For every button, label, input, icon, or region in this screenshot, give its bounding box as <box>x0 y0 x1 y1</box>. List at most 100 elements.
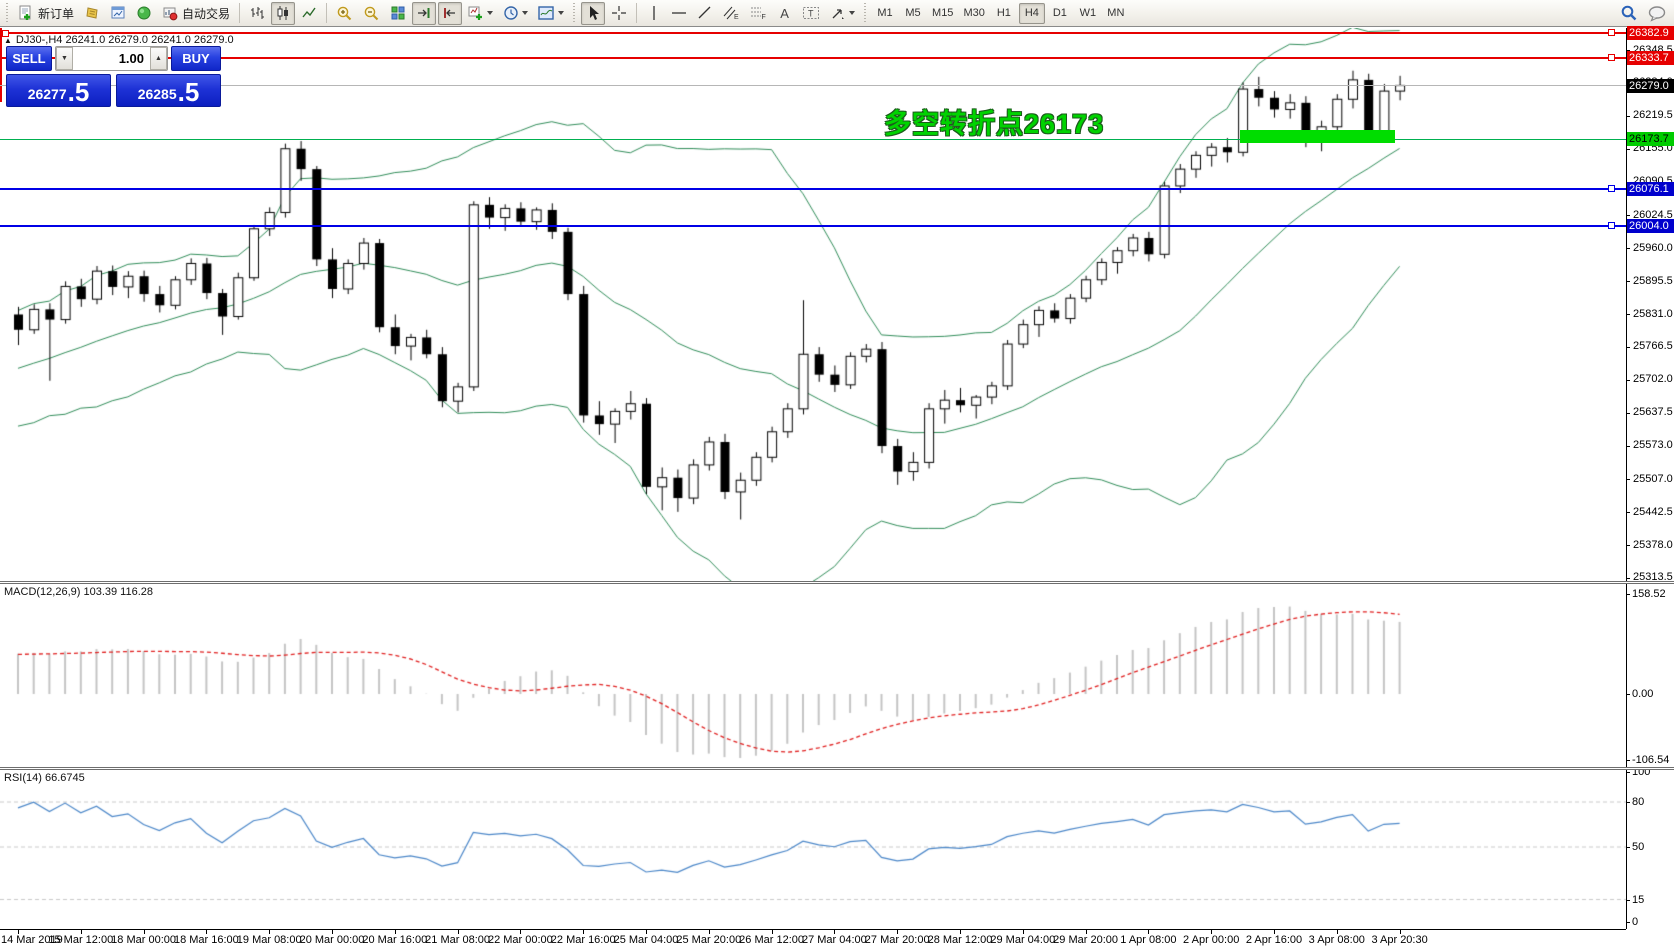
level-line-handle[interactable] <box>1608 28 1615 36</box>
time-tick-label: 2 Apr 16:00 <box>1245 934 1303 946</box>
red-object-handle[interactable] <box>2 30 9 37</box>
timeframe-d1-button[interactable]: D1 <box>1052 7 1067 19</box>
indicator-axis-label: 15 <box>1632 893 1645 906</box>
text-label-button[interactable]: T <box>798 2 824 25</box>
price-tick <box>1626 248 1630 250</box>
indicator-axis-label: -106.54 <box>1632 754 1670 766</box>
volume-increase-button[interactable]: ▲ <box>150 47 167 70</box>
horizontal-level-line[interactable] <box>0 138 1626 140</box>
search-button[interactable] <box>1616 2 1642 25</box>
buy-button[interactable]: BUY <box>171 46 221 71</box>
level-line-handle[interactable] <box>1608 53 1615 61</box>
equidistant-channel-button[interactable]: E <box>719 2 744 25</box>
chart-shift-button[interactable] <box>438 1 463 25</box>
new-order-icon <box>18 5 34 21</box>
vertical-line-button[interactable] <box>642 2 665 25</box>
price-tick <box>1626 379 1630 381</box>
time-tick-label: 20 Mar 00:00 <box>299 934 365 946</box>
time-tick <box>771 930 773 934</box>
timeframe-h1-button[interactable]: H1 <box>996 7 1011 19</box>
price-axis-line[interactable] <box>1626 28 1627 929</box>
timeframe-m1-button[interactable]: M1 <box>877 7 893 19</box>
time-tick <box>897 930 899 934</box>
chart-shift-icon <box>442 5 458 21</box>
zoom-in-button[interactable] <box>332 2 357 25</box>
text-button[interactable]: A <box>773 2 796 25</box>
main-price-chart[interactable] <box>0 28 1626 581</box>
toolbar-grip[interactable] <box>4 3 11 23</box>
timeframe-mn-button[interactable]: MN <box>1107 7 1125 19</box>
volume-value[interactable]: 1.00 <box>118 51 144 66</box>
tile-windows-button[interactable] <box>386 2 410 25</box>
price-tick-label: 26219.5 <box>1633 109 1673 122</box>
price-tick <box>1626 479 1630 481</box>
rsi-panel-separator[interactable] <box>0 767 1674 770</box>
arrows-button[interactable] <box>826 2 859 25</box>
bar-chart-button[interactable] <box>245 2 269 25</box>
horizontal-level-line[interactable] <box>0 56 1626 59</box>
zoom-in-icon <box>336 5 353 22</box>
toolbar-separator <box>326 3 328 23</box>
svg-text:F: F <box>762 14 766 21</box>
macd-indicator-chart[interactable] <box>0 584 1626 767</box>
time-tick-label: 29 Mar 20:00 <box>1053 934 1119 946</box>
sell-price-display[interactable]: 26277.5 <box>6 74 111 107</box>
periods-button[interactable] <box>499 2 532 25</box>
profiles-button[interactable] <box>106 2 130 25</box>
macd-label: MACD(12,26,9) 103.39 116.28 <box>4 586 153 598</box>
timeframe-h4-button[interactable]: H4 <box>1018 2 1045 24</box>
level-line-handle[interactable] <box>1608 221 1615 229</box>
timeframe-m30-button[interactable]: M30 <box>963 7 985 19</box>
green-highlight-rectangle[interactable] <box>1240 130 1395 143</box>
cursor-button[interactable] <box>581 1 606 25</box>
periods-caret-icon <box>522 11 529 15</box>
buy-price-display[interactable]: 26285.5 <box>116 74 221 107</box>
rsi-indicator-chart[interactable] <box>0 770 1626 929</box>
fibonacci-button[interactable]: F <box>746 2 771 25</box>
macd-panel-separator[interactable] <box>0 581 1674 584</box>
auto-scroll-button[interactable] <box>412 1 437 25</box>
time-tick-label: 3 Apr 08:00 <box>1308 934 1365 946</box>
indicator-axis-tick <box>1626 594 1630 595</box>
horizontal-level-line[interactable] <box>0 85 1626 86</box>
metaeditor-button[interactable] <box>80 2 104 25</box>
news-button[interactable] <box>132 2 156 25</box>
timeframe-w1-button[interactable]: W1 <box>1079 7 1097 19</box>
timeframe-m5-button[interactable]: M5 <box>905 7 921 19</box>
pivot-annotation-text[interactable]: 多空转折点26173 <box>884 109 1105 139</box>
chat-button[interactable] <box>1644 2 1671 25</box>
time-tick <box>960 930 961 934</box>
text-icon: A <box>780 5 789 21</box>
time-tick-label: 19 Mar 08:00 <box>236 934 302 946</box>
line-chart-button[interactable] <box>297 2 321 25</box>
horizontal-line-button[interactable] <box>667 2 691 25</box>
crosshair-button[interactable] <box>607 2 631 25</box>
time-tick-label: 2 Apr 00:00 <box>1183 934 1240 946</box>
timeframe-m15-button[interactable]: M15 <box>932 7 954 19</box>
time-tick <box>1148 930 1150 934</box>
time-tick-label: 26 Mar 12:00 <box>739 934 805 946</box>
new-order-button[interactable]: 新订单 <box>14 2 78 25</box>
sell-button[interactable]: SELL <box>6 46 52 71</box>
indicator-axis-label: 50 <box>1632 841 1645 853</box>
time-tick <box>206 930 208 934</box>
time-tick-label: 22 Mar 16:00 <box>550 934 616 946</box>
horizontal-level-line[interactable] <box>0 224 1626 227</box>
crosshair-icon <box>611 5 627 21</box>
horizontal-level-line[interactable] <box>0 31 1626 34</box>
trendline-button[interactable] <box>693 2 717 25</box>
candlestick-chart-button[interactable] <box>271 1 296 25</box>
toolbar-grip[interactable] <box>571 3 579 23</box>
level-line-handle[interactable] <box>1608 185 1615 192</box>
zoom-out-button[interactable] <box>359 2 384 25</box>
red-rectangle-edge[interactable] <box>0 28 2 102</box>
autotrading-button[interactable]: 自动交易 <box>158 2 234 25</box>
horizontal-level-line[interactable] <box>0 188 1626 190</box>
templates-button[interactable] <box>534 2 568 25</box>
candlestick-chart-icon <box>275 5 291 21</box>
one-click-collapse-icon[interactable]: ▲ <box>4 36 12 45</box>
indicators-button[interactable] <box>464 2 497 25</box>
toolbar-grip[interactable] <box>862 3 870 23</box>
svg-text:E: E <box>734 14 739 21</box>
volume-decrease-button[interactable]: ▼ <box>56 47 73 70</box>
